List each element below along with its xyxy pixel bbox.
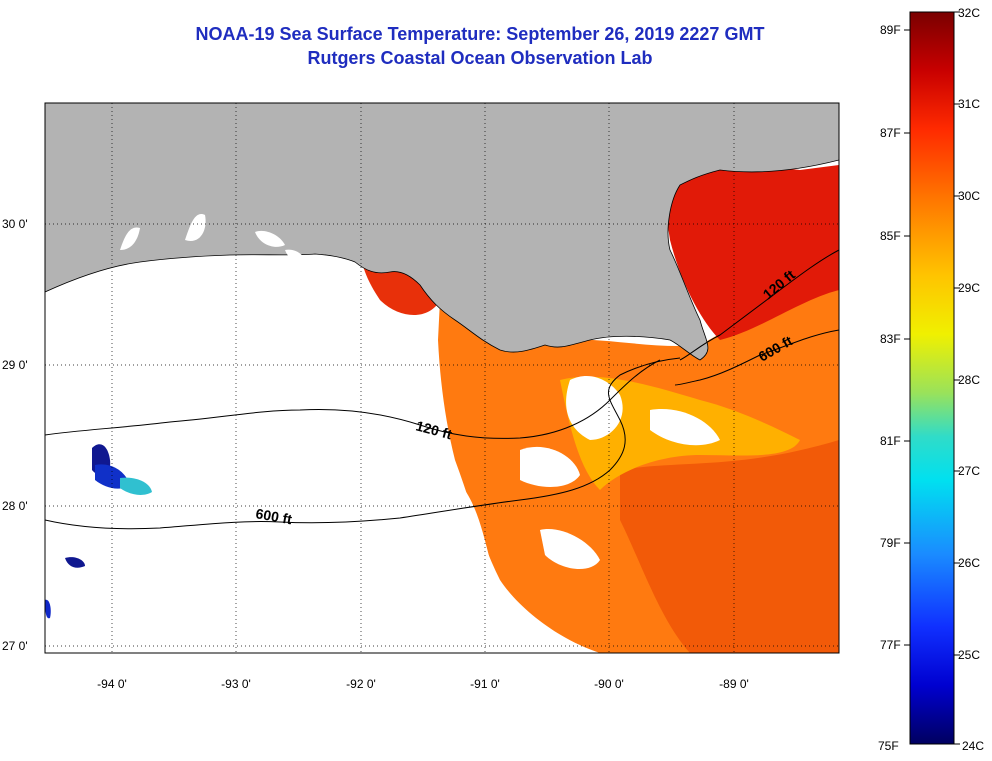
colorbar-c-label: 26C (958, 556, 980, 570)
isobath-600-lower (45, 357, 681, 530)
colorbar-f-label: 75F (878, 739, 899, 753)
sst-cold-patch (45, 599, 51, 619)
lon-label: -94 0' (97, 677, 127, 691)
isobath-600-upper (674, 329, 839, 386)
sst-cold-patch (65, 557, 85, 568)
graticule (45, 103, 839, 653)
lat-label: 29 0' (2, 358, 28, 372)
map-title: NOAA-19 Sea Surface Temperature: Septemb… (195, 24, 765, 44)
colorbar-f-label: 87F (880, 126, 901, 140)
colorbar-f-label: 85F (880, 229, 901, 243)
inland-lake (285, 249, 305, 263)
lat-label: 27 0' (2, 639, 28, 653)
lon-label: -90 0' (594, 677, 624, 691)
colorbar-c-label: 24C (962, 739, 984, 753)
lon-label: -92 0' (346, 677, 376, 691)
map-subtitle: Rutgers Coastal Ocean Observation Lab (307, 48, 653, 68)
colorbar-c-label: 29C (958, 281, 980, 295)
colorbar-c-label: 28C (958, 373, 980, 387)
inland-lake (185, 214, 206, 241)
colorbar-c-label: 27C (958, 464, 980, 478)
colorbar-f-label: 79F (880, 536, 901, 550)
inland-lake (120, 227, 140, 250)
cloud-gap (520, 446, 580, 487)
colorbar-f-label: 89F (880, 23, 901, 37)
colorbar-c-label: 25C (958, 648, 980, 662)
cloud-gap (650, 409, 720, 446)
lon-label: -91 0' (470, 677, 500, 691)
colorbar-c-label: 31C (958, 97, 980, 111)
isobath-120-upper (679, 249, 839, 361)
inland-lake (255, 230, 285, 247)
cloud-gap (430, 470, 490, 653)
lat-label: 28 0' (2, 499, 28, 513)
colorbar-f-label: 83F (880, 332, 901, 346)
isobath-label: 600 ft (254, 505, 293, 527)
sst-cool-patch (120, 477, 152, 495)
sst-orange-se (620, 440, 839, 653)
lon-label: -93 0' (221, 677, 251, 691)
colorbar-f-label: 77F (880, 638, 901, 652)
colorbar-c-label: 30C (958, 189, 980, 203)
lat-label: 30 0' (2, 217, 28, 231)
cloud-gap (540, 529, 600, 570)
temperature-colorbar (909, 11, 955, 745)
map-frame (44, 102, 840, 654)
colorbar-ticks (904, 11, 960, 745)
colorbar-f-label: 81F (880, 434, 901, 448)
land-mass (45, 103, 839, 361)
isobath-120-lower (45, 359, 661, 439)
colorbar-c-label: 32C (958, 6, 980, 20)
sst-hot-coastal (660, 165, 839, 340)
lon-label: -89 0' (719, 677, 749, 691)
